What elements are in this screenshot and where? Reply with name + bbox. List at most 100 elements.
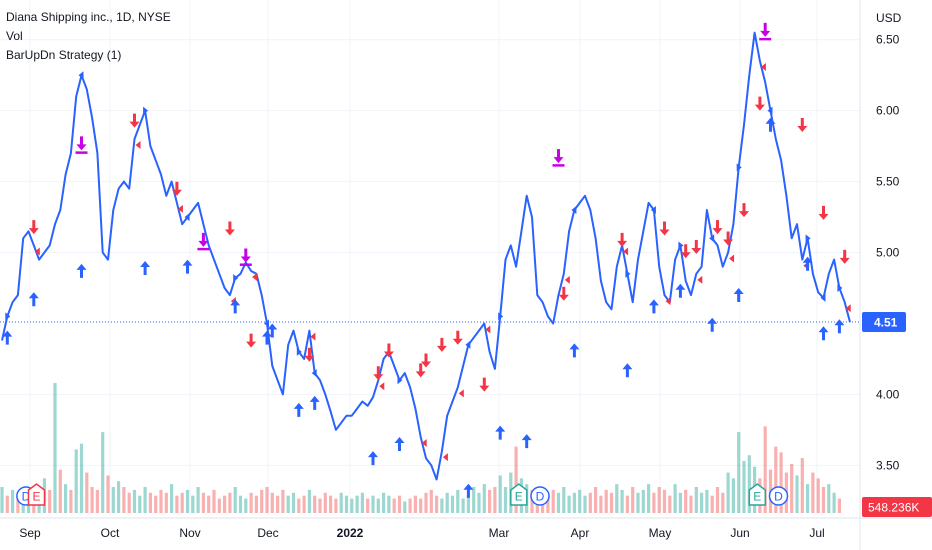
sell-arrow — [558, 286, 569, 301]
volume-bar — [705, 489, 709, 513]
buy-arrow — [76, 263, 87, 278]
price-axis-unit: USD — [876, 11, 902, 25]
entry-marker — [837, 284, 843, 293]
volume-bar — [599, 495, 603, 513]
entry-marker — [465, 340, 471, 349]
volume-bar — [164, 492, 168, 513]
close-exit-arrow — [197, 232, 210, 251]
volume-bar — [774, 446, 778, 513]
volume-bar — [498, 475, 502, 513]
volume-bar — [456, 489, 460, 513]
volume-bar — [821, 487, 826, 513]
y-tick-label: 5.50 — [876, 175, 900, 189]
volume-bar — [387, 495, 391, 513]
volume-bar — [69, 489, 73, 513]
buy-arrow — [2, 330, 13, 345]
entry-marker — [736, 163, 742, 172]
buy-arrow — [28, 292, 39, 307]
sell-arrow — [712, 220, 723, 235]
volume-bar — [132, 489, 137, 513]
volume-bar — [710, 495, 714, 513]
volume-bar — [276, 495, 280, 513]
sell-arrow — [28, 220, 39, 235]
volume-bar — [604, 489, 608, 513]
volume-bar — [837, 498, 841, 513]
last-price-tag[interactable] — [862, 312, 906, 333]
last-volume-tag[interactable] — [862, 497, 932, 517]
earnings-marker[interactable]: E — [748, 483, 767, 506]
dividend-marker[interactable]: D — [768, 486, 789, 506]
buy-arrow — [733, 288, 744, 303]
volume-bar — [53, 383, 57, 513]
volume-bar — [477, 492, 481, 513]
sell-arrow — [452, 330, 463, 345]
volume-bar — [408, 498, 412, 513]
legend-volume[interactable]: Vol — [6, 29, 23, 43]
marker-label: E — [515, 490, 523, 504]
exit-marker — [458, 389, 464, 398]
earnings-marker[interactable]: E — [27, 483, 46, 506]
volume-bar — [715, 487, 720, 513]
sell-arrow — [373, 366, 384, 381]
exit-marker — [564, 275, 570, 284]
volume-bar — [286, 495, 290, 513]
sell-arrow — [739, 203, 749, 218]
volume-bar — [217, 498, 221, 513]
volume-bar — [201, 492, 205, 513]
volume-bar — [742, 461, 746, 513]
volume-bar — [567, 495, 571, 513]
exit-marker — [379, 382, 385, 391]
sell-arrow — [723, 231, 734, 246]
entry-marker — [805, 234, 811, 243]
sell-arrow — [224, 221, 235, 236]
volume-bar — [482, 484, 486, 513]
buy-arrow — [802, 256, 813, 271]
x-tick-label: Nov — [179, 526, 200, 540]
sell-arrow — [436, 337, 447, 352]
volume-bar — [636, 492, 640, 513]
exit-marker — [760, 63, 766, 72]
sell-arrow — [479, 377, 490, 392]
exit-marker — [665, 297, 671, 306]
marker-label: E — [753, 490, 761, 504]
volume-bar — [493, 487, 497, 513]
volume-bar — [366, 498, 370, 513]
buy-arrow — [622, 363, 633, 378]
exit-marker — [697, 275, 703, 284]
exit-marker — [177, 204, 183, 213]
volume-bar — [466, 495, 470, 513]
buy-arrow — [707, 317, 718, 332]
close-exit-arrow — [239, 248, 252, 266]
volume-bar — [307, 489, 311, 513]
price-line[interactable] — [1, 31, 851, 481]
buy-arrow — [463, 483, 474, 498]
sell-arrow — [171, 181, 182, 196]
legend-symbol[interactable]: Diana Shipping inc., 1D, NYSE — [6, 10, 171, 24]
volume-bar — [339, 492, 343, 513]
x-tick-label: Jul — [809, 526, 824, 540]
volume-bar — [551, 489, 555, 513]
legend-strategy[interactable]: BarUpDn Strategy (1) — [6, 48, 122, 62]
volume-bar — [450, 495, 455, 513]
volume-bar — [122, 487, 126, 513]
volume-bar — [196, 487, 200, 513]
dividend-marker[interactable]: D — [530, 486, 550, 506]
earnings-marker[interactable]: E — [510, 483, 528, 506]
entry-marker — [311, 369, 317, 378]
sell-arrow — [754, 96, 765, 111]
last-volume-value: 548.236K — [868, 501, 919, 515]
volume-bar — [344, 495, 349, 513]
entry-marker — [650, 205, 656, 214]
sell-arrow — [617, 232, 628, 247]
volume-bar — [588, 492, 592, 513]
sell-arrow — [839, 249, 850, 264]
marker-label: E — [32, 490, 40, 504]
exit-marker — [421, 438, 427, 447]
sell-arrow — [818, 205, 829, 220]
volume-bar — [207, 495, 211, 513]
sell-arrow — [383, 343, 394, 358]
volume-bar — [5, 495, 9, 513]
volume-bar — [472, 487, 476, 513]
volume-bar — [64, 484, 68, 513]
